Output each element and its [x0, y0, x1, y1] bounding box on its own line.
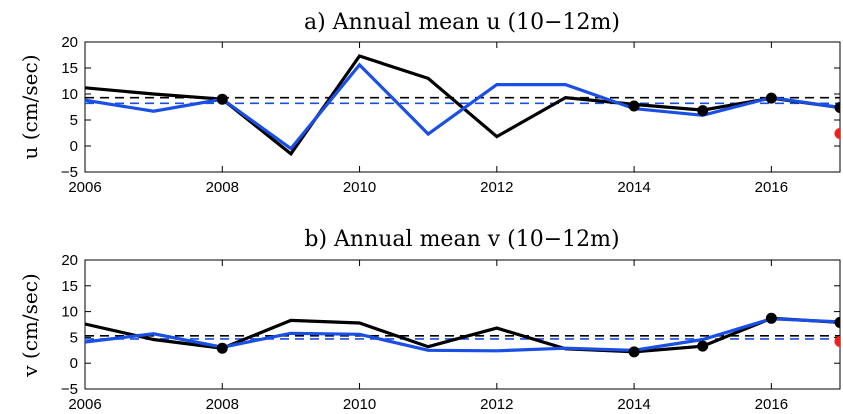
panel-b-black-marker	[834, 316, 840, 328]
panel-b-black-marker	[765, 312, 777, 324]
panel-b-y-axis-label: v (cm/sec)	[18, 273, 42, 377]
panel-b-x-tick-label: 2014	[617, 396, 650, 413]
panel-a-x-tick-label: 2012	[480, 179, 513, 196]
panel-a-y-tick-label: 15	[61, 60, 78, 77]
panel-b-x-tick-label: 2010	[343, 396, 376, 413]
panel-a-x-tick-label: 2010	[343, 179, 376, 196]
panel-b-x-tick-label: 2006	[68, 396, 101, 413]
panel-b: b) Annual mean v (10−12m) v (cm/sec) −5 0…	[18, 227, 841, 413]
panel-a-y-tick-label: −5	[61, 164, 78, 181]
panel-a-x-tick-label: 2014	[617, 179, 650, 196]
panel-b-black-marker	[697, 340, 709, 352]
panel-b-series-line-1	[84, 316, 841, 354]
panel-a-x-tick-label: 2016	[755, 179, 788, 196]
panel-a: a) Annual mean u (10−12m) u (cm/sec) −5 0…	[18, 10, 841, 196]
panel-a-y-tick-label: 20	[61, 34, 78, 51]
panel-b-y-tick-label: 20	[61, 252, 78, 269]
panel-a-series-line-2	[84, 62, 841, 151]
panel-a-y-tick-label: 5	[70, 112, 78, 129]
panel-a-black-marker	[765, 92, 777, 104]
panel-a-red-marker	[834, 128, 840, 140]
panel-b-black-marker	[628, 346, 640, 358]
panel-b-series-line-2	[84, 317, 841, 353]
panel-b-y-tick-label: −5	[61, 381, 78, 398]
panel-b-title: b) Annual mean v (10−12m)	[304, 227, 619, 252]
panel-b-y-tick-label: 10	[61, 304, 78, 321]
panel-b-x-tick-label: 2012	[480, 396, 513, 413]
panel-a-black-marker	[697, 105, 709, 117]
panel-a-x-tick-label: 2008	[206, 179, 239, 196]
panel-a-black-marker	[628, 100, 640, 112]
panel-b-y-tick-label: 5	[70, 329, 78, 346]
panel-a-black-marker	[834, 102, 840, 114]
panel-b-black-marker	[216, 342, 228, 354]
panel-b-y-tick-label: 0	[70, 355, 78, 372]
panel-a-title: a) Annual mean u (10−12m)	[304, 10, 620, 35]
panel-a-x-tick-label: 2006	[68, 179, 101, 196]
panel-b-y-tick-label: 15	[61, 278, 78, 295]
panel-b-red-marker	[834, 336, 840, 348]
panel-a-y-axis-label: u (cm/sec)	[18, 54, 42, 159]
panel-a-markers	[216, 92, 840, 140]
panel-b-markers	[216, 312, 840, 358]
panel-a-y-tick-label: 0	[70, 138, 78, 155]
panel-a-y-tick-label: 10	[61, 86, 78, 103]
panel-b-plot-frame	[84, 259, 841, 390]
panel-a-black-marker	[216, 93, 228, 105]
panel-b-x-tick-label: 2016	[755, 396, 788, 413]
panel-b-x-tick-label: 2008	[206, 396, 239, 413]
